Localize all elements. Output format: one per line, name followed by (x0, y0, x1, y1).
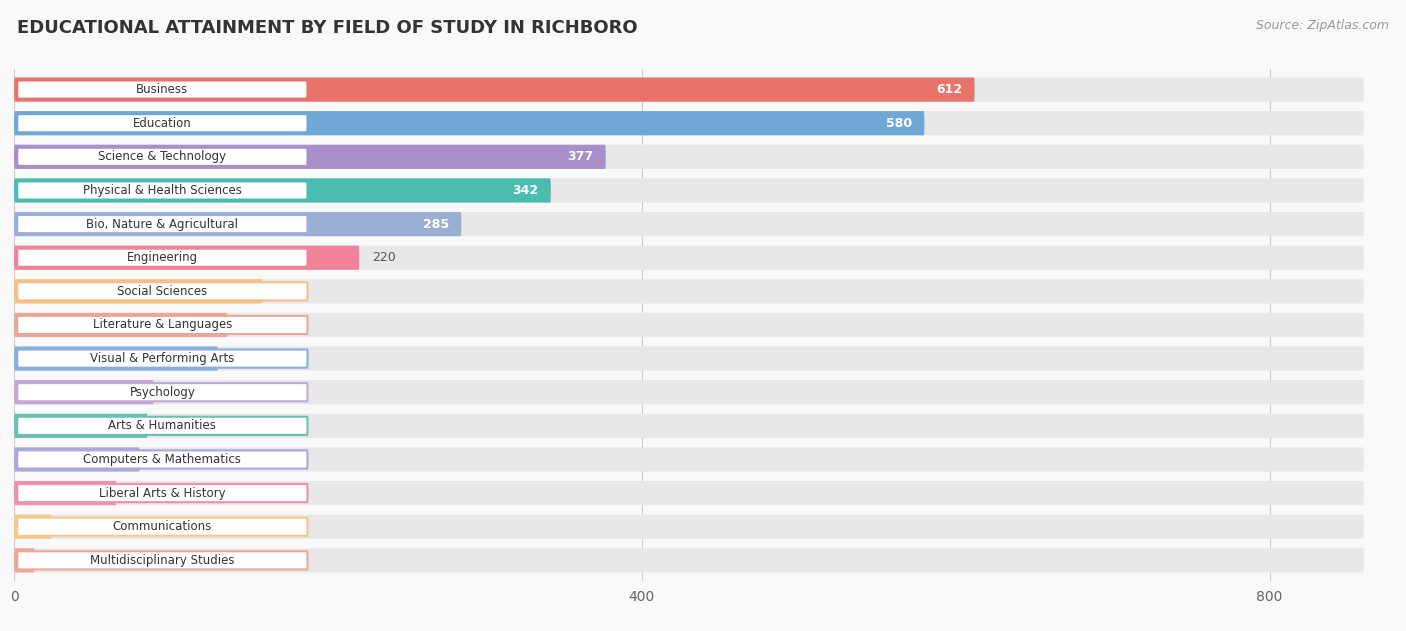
Text: 377: 377 (567, 150, 593, 163)
Text: 65: 65 (128, 487, 145, 500)
FancyBboxPatch shape (14, 414, 148, 438)
FancyBboxPatch shape (14, 481, 117, 505)
FancyBboxPatch shape (14, 111, 924, 135)
Text: 89: 89 (166, 386, 183, 399)
FancyBboxPatch shape (14, 380, 153, 404)
Text: 85: 85 (160, 420, 176, 432)
Text: Source: ZipAtlas.com: Source: ZipAtlas.com (1256, 19, 1389, 32)
FancyBboxPatch shape (17, 215, 308, 233)
Text: 136: 136 (240, 319, 264, 331)
Text: Education: Education (134, 117, 191, 130)
FancyBboxPatch shape (14, 144, 1364, 169)
Text: Communications: Communications (112, 520, 212, 533)
FancyBboxPatch shape (17, 114, 308, 133)
FancyBboxPatch shape (17, 181, 308, 199)
FancyBboxPatch shape (14, 447, 1364, 471)
FancyBboxPatch shape (17, 451, 308, 469)
FancyBboxPatch shape (14, 212, 461, 236)
FancyBboxPatch shape (17, 551, 308, 569)
FancyBboxPatch shape (14, 515, 1364, 539)
FancyBboxPatch shape (14, 313, 228, 337)
FancyBboxPatch shape (14, 111, 1364, 135)
Text: 342: 342 (512, 184, 538, 197)
FancyBboxPatch shape (17, 282, 308, 300)
Text: Liberal Arts & History: Liberal Arts & History (98, 487, 226, 500)
FancyBboxPatch shape (17, 350, 308, 368)
FancyBboxPatch shape (14, 481, 1364, 505)
Text: Arts & Humanities: Arts & Humanities (108, 420, 217, 432)
FancyBboxPatch shape (14, 447, 139, 471)
FancyBboxPatch shape (14, 78, 1364, 102)
Text: Business: Business (136, 83, 188, 96)
FancyBboxPatch shape (17, 249, 308, 267)
Text: 13: 13 (46, 554, 63, 567)
FancyBboxPatch shape (14, 179, 1364, 203)
FancyBboxPatch shape (14, 245, 360, 270)
Text: EDUCATIONAL ATTAINMENT BY FIELD OF STUDY IN RICHBORO: EDUCATIONAL ATTAINMENT BY FIELD OF STUDY… (17, 19, 637, 37)
Text: 285: 285 (423, 218, 449, 230)
Text: 220: 220 (373, 251, 395, 264)
FancyBboxPatch shape (14, 346, 1364, 370)
Text: Multidisciplinary Studies: Multidisciplinary Studies (90, 554, 235, 567)
Text: Literature & Languages: Literature & Languages (93, 319, 232, 331)
FancyBboxPatch shape (14, 245, 1364, 270)
Text: Physical & Health Sciences: Physical & Health Sciences (83, 184, 242, 197)
FancyBboxPatch shape (14, 212, 1364, 236)
FancyBboxPatch shape (14, 548, 1364, 572)
Text: 158: 158 (274, 285, 298, 298)
FancyBboxPatch shape (14, 414, 1364, 438)
Text: Computers & Mathematics: Computers & Mathematics (83, 453, 242, 466)
Text: Engineering: Engineering (127, 251, 198, 264)
Text: 24: 24 (65, 520, 80, 533)
FancyBboxPatch shape (14, 144, 606, 169)
FancyBboxPatch shape (14, 280, 1364, 304)
FancyBboxPatch shape (14, 179, 551, 203)
Text: Psychology: Psychology (129, 386, 195, 399)
FancyBboxPatch shape (17, 81, 308, 98)
FancyBboxPatch shape (17, 316, 308, 334)
Text: 612: 612 (936, 83, 962, 96)
FancyBboxPatch shape (17, 517, 308, 536)
Text: Visual & Performing Arts: Visual & Performing Arts (90, 352, 235, 365)
FancyBboxPatch shape (17, 148, 308, 166)
Text: 80: 80 (152, 453, 169, 466)
FancyBboxPatch shape (17, 484, 308, 502)
Text: Science & Technology: Science & Technology (98, 150, 226, 163)
FancyBboxPatch shape (17, 383, 308, 401)
FancyBboxPatch shape (14, 380, 1364, 404)
Text: Social Sciences: Social Sciences (117, 285, 208, 298)
FancyBboxPatch shape (17, 416, 308, 435)
FancyBboxPatch shape (14, 515, 52, 539)
FancyBboxPatch shape (14, 313, 1364, 337)
FancyBboxPatch shape (14, 280, 262, 304)
FancyBboxPatch shape (14, 78, 974, 102)
Text: 580: 580 (886, 117, 912, 130)
Text: 130: 130 (231, 352, 254, 365)
FancyBboxPatch shape (14, 346, 218, 370)
FancyBboxPatch shape (14, 548, 35, 572)
Text: Bio, Nature & Agricultural: Bio, Nature & Agricultural (86, 218, 239, 230)
